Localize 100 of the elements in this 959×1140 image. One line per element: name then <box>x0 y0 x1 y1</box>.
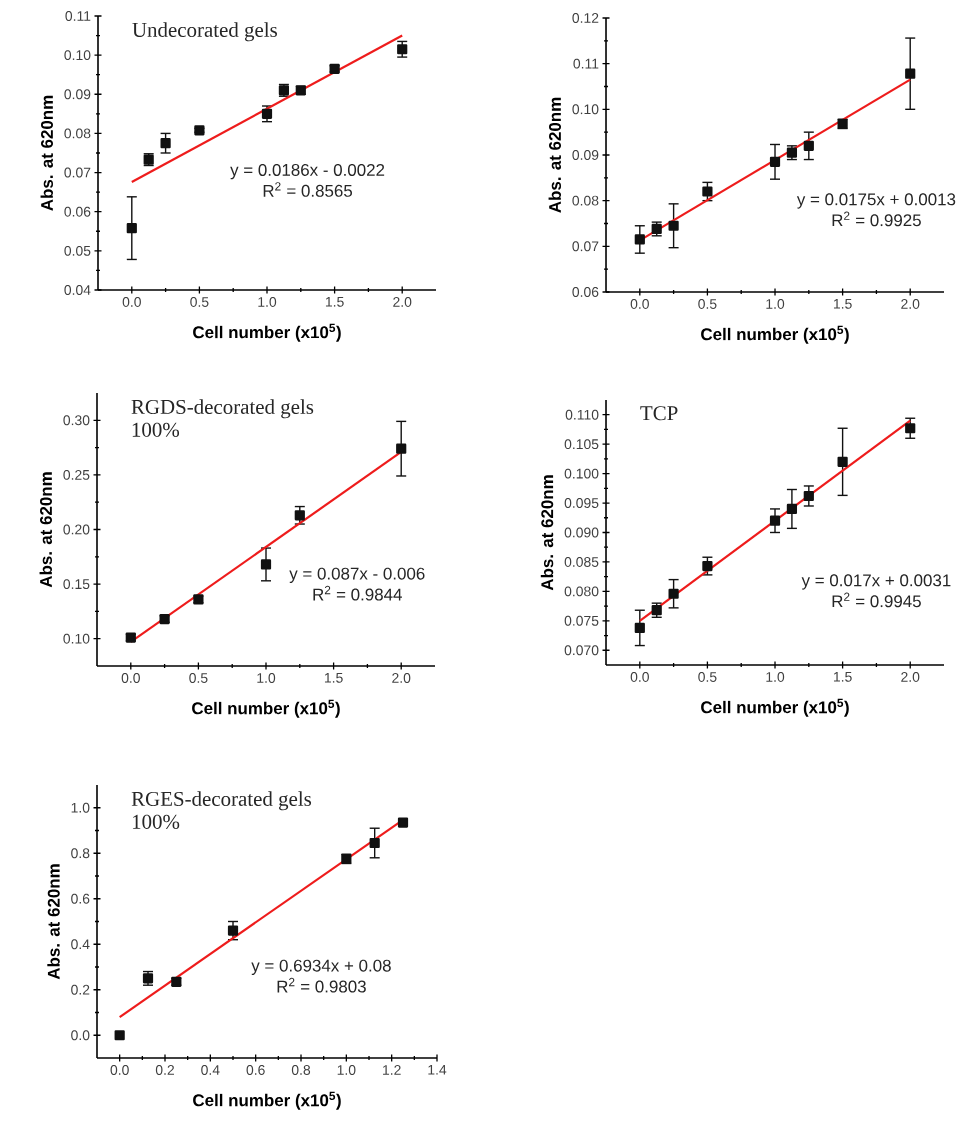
y-tick-label: 0.30 <box>63 415 90 426</box>
point <box>369 837 380 849</box>
point <box>702 186 713 197</box>
y-axis-title: Abs. at 620nm <box>39 472 52 588</box>
y-axis-title: Abs. at 620nm <box>47 864 60 980</box>
x-tick-label: 0.5 <box>698 672 717 682</box>
x-tick-label: 1.5 <box>833 672 852 682</box>
x-tick-label: 1.0 <box>766 298 785 309</box>
y-tick-label: 0.06 <box>572 287 599 297</box>
x-tick-label: 2.0 <box>901 298 920 309</box>
y-axis-title: Abs. at 620nm <box>40 95 53 211</box>
y-tick-label: 0.09 <box>572 150 599 160</box>
point <box>160 138 171 149</box>
x-tick-label: 2.0 <box>393 296 412 307</box>
x-tick-label: 0.0 <box>122 296 141 307</box>
point <box>114 1030 125 1041</box>
point <box>227 925 238 936</box>
x-tick-label: 0.4 <box>201 1065 220 1075</box>
point <box>904 423 916 434</box>
y-axis-title: Abs. at 620nm <box>540 475 554 591</box>
x-tick-label: 0.0 <box>110 1065 129 1075</box>
annotation: y = 0.0175x + 0.0013 <box>796 193 956 209</box>
x-axis-title: Cell number (x10$^{5}$) <box>700 325 849 344</box>
y-tick-label: 0.10 <box>63 633 90 644</box>
y-tick-label: 0.070 <box>564 645 599 656</box>
annotation: y = 0.017x + 0.0031 <box>801 574 951 590</box>
x-tick-label: 1.0 <box>258 296 277 307</box>
chart-title: RGDS-decorated gels <box>131 399 314 419</box>
y-tick-label: 0.2 <box>71 984 90 995</box>
point <box>260 559 271 570</box>
point <box>397 817 408 828</box>
text: 100% <box>132 422 179 437</box>
x-tick-label: 1.5 <box>324 673 343 683</box>
y-tick-label: 0.105 <box>564 439 599 450</box>
point <box>904 68 916 79</box>
y-tick-label: 0.100 <box>564 468 599 479</box>
x-tick-label: 0.2 <box>155 1065 174 1075</box>
y-tick-label: 0.090 <box>564 527 599 538</box>
y-tick-label: 0.11 <box>573 58 599 69</box>
x-tick-label: 1.5 <box>833 299 852 309</box>
x-tick-label: 0.8 <box>291 1065 310 1075</box>
x-tick-label: 0.0 <box>630 298 649 309</box>
point <box>395 443 407 454</box>
point <box>396 44 408 55</box>
point <box>786 503 797 515</box>
x-tick-label: 1.0 <box>257 673 276 683</box>
x-axis-title: Cell number (x10$^{5}$) <box>192 1091 341 1110</box>
point <box>194 125 205 136</box>
x-tick-label: 1.0 <box>766 672 785 682</box>
y-tick-label: 0.05 <box>64 245 91 256</box>
y-axis-title: Abs. at 620nm <box>548 97 561 213</box>
y-tick-label: 0.6 <box>71 893 90 904</box>
y-tick-label: 0.10 <box>572 104 599 115</box>
x-tick-label: 1.2 <box>382 1065 401 1075</box>
point <box>634 622 645 633</box>
y-tick-label: 0.4 <box>71 939 90 950</box>
annotation: R$^{2}$ = 0.9925 <box>832 211 921 227</box>
x-axis-title: Cell number (x10$^{5}$) <box>700 698 849 717</box>
point <box>769 156 780 167</box>
y-tick-label: 1.0 <box>71 802 90 813</box>
x-axis-title: Cell number (x10$^{5}$) <box>191 699 340 718</box>
point <box>668 220 679 231</box>
y-tick-label: 0.095 <box>564 498 599 508</box>
point <box>126 223 137 234</box>
point <box>769 515 780 526</box>
y-tick-label: 0.07 <box>64 167 91 178</box>
x-tick-label: 1.4 <box>428 1065 447 1075</box>
x-tick-label: 0.5 <box>190 296 209 307</box>
point <box>261 108 272 119</box>
y-tick-label: 0.08 <box>64 128 91 139</box>
point <box>702 560 713 572</box>
y-tick-label: 0.09 <box>64 89 91 100</box>
x-tick-label: 2.0 <box>901 672 920 682</box>
x-tick-label: 0.5 <box>189 673 208 683</box>
annotation: R$^{2}$ = 0.9945 <box>832 592 921 608</box>
chart-title: TCP <box>640 406 678 421</box>
point <box>634 234 645 245</box>
annotation: R$^{2}$ = 0.9803 <box>277 977 366 993</box>
x-tick-label: 1.0 <box>337 1065 356 1075</box>
point <box>668 588 679 599</box>
point <box>837 456 848 467</box>
point <box>803 490 814 502</box>
x-tick-label: 1.5 <box>325 297 344 307</box>
annotation: y = 0.087x - 0.006 <box>289 567 425 583</box>
chart-title: Undecorated gels <box>132 22 277 42</box>
y-tick-label: 0.075 <box>564 615 599 626</box>
y-tick-label: 0.08 <box>572 195 599 206</box>
chart-title: RGES-decorated gels <box>131 791 311 811</box>
y-tick-label: 0.110 <box>565 409 599 420</box>
y-tick-label: 0.15 <box>63 579 90 590</box>
y-tick-label: 0.06 <box>64 206 91 217</box>
annotation: R$^{2}$ = 0.8565 <box>263 182 352 197</box>
y-tick-label: 0.04 <box>64 285 91 295</box>
y-tick-label: 0.10 <box>64 50 91 61</box>
y-tick-label: 0.8 <box>71 848 90 859</box>
y-tick-label: 0.20 <box>63 524 90 535</box>
x-axis-title: Cell number (x10$^{5}$) <box>192 323 341 342</box>
y-tick-label: 0.25 <box>63 469 90 480</box>
x-tick-label: 0.5 <box>698 298 717 309</box>
x-tick-label: 2.0 <box>392 673 411 683</box>
